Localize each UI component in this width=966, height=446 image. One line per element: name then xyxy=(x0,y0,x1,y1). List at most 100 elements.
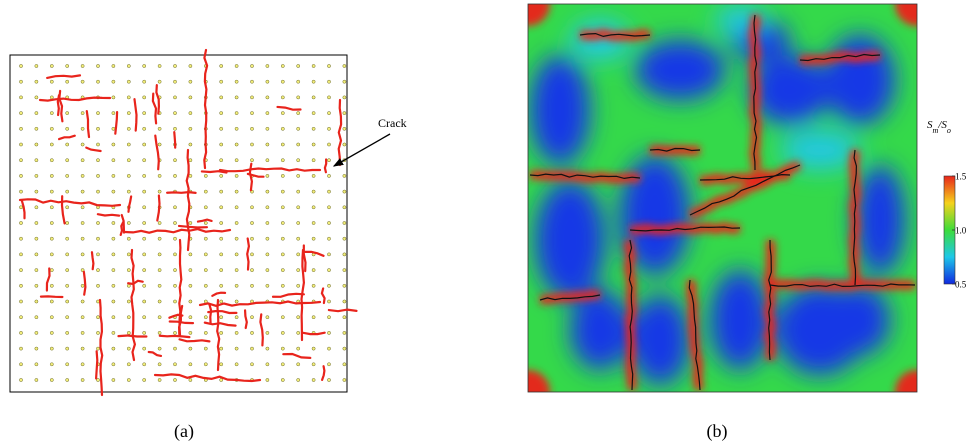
particle xyxy=(65,268,70,272)
particle xyxy=(49,126,54,131)
particle xyxy=(65,378,70,382)
particle xyxy=(142,331,147,335)
crack xyxy=(39,295,64,299)
particle xyxy=(157,174,162,178)
particle xyxy=(96,252,100,257)
crack xyxy=(85,109,91,139)
particle xyxy=(96,79,100,84)
particle xyxy=(34,221,39,225)
particle xyxy=(280,79,285,84)
particle xyxy=(49,299,54,304)
particle xyxy=(280,378,285,382)
stress-field xyxy=(528,4,917,392)
particle xyxy=(188,79,193,84)
particle xyxy=(65,126,70,131)
particle xyxy=(342,189,347,194)
particle xyxy=(342,346,347,351)
particle xyxy=(265,64,270,68)
particle xyxy=(96,126,100,131)
particle xyxy=(111,221,116,225)
particle xyxy=(327,378,331,382)
particle xyxy=(188,299,193,304)
crack xyxy=(689,164,801,216)
particle xyxy=(311,346,316,351)
particle xyxy=(327,346,331,351)
low-stress-zone xyxy=(710,270,770,370)
particle xyxy=(280,111,285,115)
particle xyxy=(65,283,70,288)
particle xyxy=(250,111,254,115)
particle xyxy=(188,362,193,367)
particle xyxy=(296,221,301,225)
particle xyxy=(311,236,316,241)
particle xyxy=(96,315,100,320)
particle xyxy=(142,79,147,84)
colorbar-tick-label: 0.5 xyxy=(955,280,966,290)
particle xyxy=(280,315,285,320)
particle xyxy=(342,331,347,335)
annotation: Crack xyxy=(378,116,407,130)
crack xyxy=(57,134,76,141)
particle xyxy=(142,378,147,382)
particle xyxy=(234,174,239,178)
particle xyxy=(265,142,270,147)
particle xyxy=(296,189,301,194)
particle xyxy=(34,331,39,335)
particle xyxy=(250,79,254,84)
particle xyxy=(49,346,54,351)
particle xyxy=(219,174,224,178)
crack xyxy=(123,227,232,234)
particle xyxy=(311,174,316,178)
particle xyxy=(96,283,100,288)
particle xyxy=(188,283,193,288)
particle xyxy=(173,252,177,257)
particle xyxy=(173,299,177,304)
particle xyxy=(342,268,347,272)
particle xyxy=(234,362,239,367)
particle xyxy=(342,221,347,225)
particle xyxy=(188,252,193,257)
particle xyxy=(49,268,54,272)
particle xyxy=(19,205,23,210)
particle xyxy=(311,378,316,382)
particle xyxy=(219,205,224,210)
particle xyxy=(126,79,131,84)
crack-halo xyxy=(688,160,802,220)
particle xyxy=(111,79,116,84)
particle xyxy=(157,378,162,382)
particle xyxy=(80,205,85,210)
particle xyxy=(250,205,254,210)
caption: (b) xyxy=(707,421,728,442)
particle xyxy=(188,331,193,335)
particle xyxy=(49,283,54,288)
crack xyxy=(46,74,82,79)
particle xyxy=(126,315,131,320)
particle xyxy=(96,158,100,163)
particle xyxy=(111,378,116,382)
colorbar-label-part: m xyxy=(933,126,939,135)
particle xyxy=(342,236,347,241)
particle xyxy=(327,283,331,288)
particle xyxy=(19,331,23,335)
particle xyxy=(265,189,270,194)
particle xyxy=(111,126,116,131)
panel-b-frame xyxy=(527,3,918,393)
crack xyxy=(852,149,858,286)
particle xyxy=(219,331,224,335)
particle xyxy=(342,95,347,100)
particle xyxy=(311,283,316,288)
crack xyxy=(45,267,51,292)
particle xyxy=(80,283,85,288)
crack xyxy=(628,239,634,391)
particle xyxy=(65,346,70,351)
particle xyxy=(34,64,39,68)
particle xyxy=(173,158,177,163)
particle xyxy=(219,64,224,68)
particle xyxy=(250,315,254,320)
particle xyxy=(126,189,131,194)
crack xyxy=(248,162,254,192)
particle xyxy=(327,315,331,320)
low-stress-zone xyxy=(535,180,605,300)
particle xyxy=(219,221,224,225)
particle xyxy=(311,111,316,115)
